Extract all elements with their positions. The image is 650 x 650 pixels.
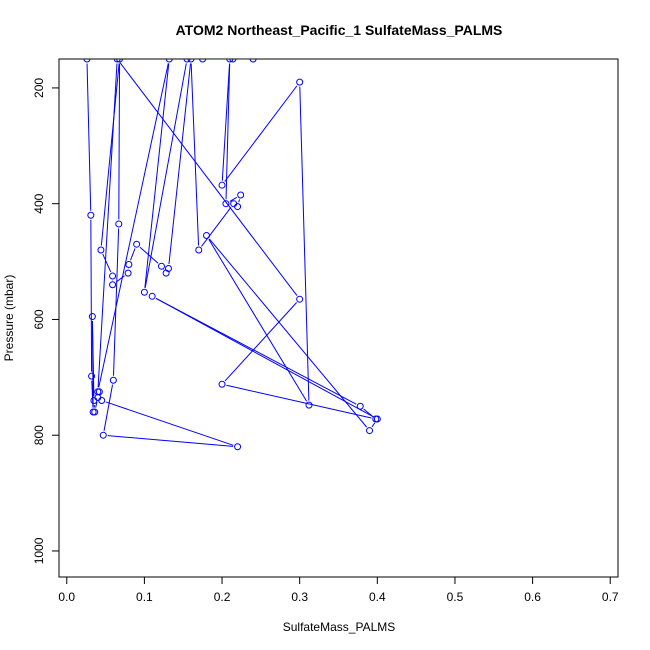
- y-tick-label: 1000: [32, 537, 46, 564]
- series-line-segment: [86, 63, 92, 211]
- data-point: [124, 269, 132, 277]
- plot-frame: [58, 58, 619, 578]
- series-line-segment: [168, 63, 192, 265]
- data-point: [109, 376, 117, 384]
- data-point: [249, 59, 257, 63]
- series-line-segment: [102, 253, 112, 273]
- data-point: [88, 372, 96, 380]
- series-line-segment: [95, 401, 98, 408]
- data-point: [91, 408, 99, 416]
- x-tick-label: 0.0: [58, 590, 75, 604]
- series-line-segment: [221, 63, 231, 181]
- series-line-segment: [224, 85, 298, 182]
- data-point: [157, 262, 165, 270]
- x-tick-label: 0.1: [136, 590, 153, 604]
- series-line-segment: [130, 248, 136, 261]
- series-line-segment: [90, 219, 93, 372]
- series-line-segment: [155, 297, 357, 405]
- data-point: [305, 401, 313, 409]
- data-point: [133, 240, 141, 248]
- data-point: [356, 402, 364, 410]
- series-line-segment: [98, 63, 169, 388]
- data-point: [234, 203, 242, 211]
- series-line-segment: [238, 199, 240, 203]
- series-line-segment: [208, 239, 308, 402]
- y-axis-label: Pressure (mbar): [2, 275, 16, 362]
- x-tick-label: 0.3: [291, 590, 308, 604]
- data-point: [83, 59, 91, 63]
- data-point: [222, 200, 230, 208]
- data-point: [195, 246, 203, 254]
- series-line-segment: [190, 63, 200, 246]
- series-line-segment: [115, 275, 125, 283]
- series-line-segment: [201, 206, 232, 247]
- data-point: [296, 78, 304, 86]
- x-tick-label: 0.7: [602, 590, 619, 604]
- series-line-segment: [371, 422, 376, 428]
- x-axis: 0.0 0.1 0.2 0.3 0.4 0.5 0.6 0.7: [58, 576, 619, 604]
- data-point: [113, 59, 121, 63]
- data-point: [88, 313, 96, 321]
- series-line-segment: [225, 63, 231, 200]
- y-tick-label: 600: [32, 309, 46, 329]
- data-point: [99, 431, 107, 439]
- data-point: [366, 427, 374, 435]
- data-point: [109, 281, 117, 289]
- x-axis-label: SulfateMass_PALMS: [283, 620, 396, 634]
- series-line-segment: [226, 384, 372, 419]
- data-point: [98, 396, 106, 404]
- series-line-segment: [107, 435, 234, 447]
- series-line-segment: [105, 401, 234, 446]
- data-point: [94, 388, 102, 396]
- data-point: [109, 272, 117, 280]
- data-point: [97, 246, 105, 254]
- series-line-segment: [97, 63, 118, 388]
- data-point: [226, 59, 234, 63]
- data-point: [203, 232, 211, 240]
- data-point: [229, 59, 237, 63]
- chart-title: ATOM2 Northeast_Pacific_1 SulfateMass_PA…: [176, 22, 503, 38]
- data-point: [183, 59, 191, 63]
- series-line-segment: [119, 62, 298, 296]
- y-tick-label: 400: [32, 193, 46, 213]
- series-line-segment: [113, 228, 120, 376]
- series-line-segment: [118, 63, 121, 220]
- data-point: [164, 265, 172, 273]
- data-point: [165, 59, 173, 63]
- x-tick-label: 0.4: [369, 590, 386, 604]
- series-line-segment: [100, 63, 120, 246]
- series-line-segment: [144, 63, 170, 288]
- data-point: [87, 211, 95, 219]
- series-line-segment: [363, 408, 373, 417]
- data-point: [234, 443, 242, 451]
- series-line-segment: [144, 63, 187, 288]
- x-tick-label: 0.6: [524, 590, 541, 604]
- x-tick-label: 0.5: [447, 590, 464, 604]
- series-line-segment: [155, 298, 374, 418]
- data-point: [372, 415, 380, 423]
- data-point: [199, 59, 207, 63]
- series-line-segment: [91, 321, 95, 396]
- y-axis: 200 400 600 800 1000: [32, 78, 60, 564]
- data-point: [296, 295, 304, 303]
- series-line-segment: [299, 86, 310, 401]
- data-point: [187, 59, 195, 63]
- data-point: [140, 288, 148, 296]
- data-point: [237, 191, 245, 199]
- data-point: [218, 181, 226, 189]
- series-line-segment: [103, 384, 114, 431]
- series-line-segment: [224, 302, 298, 382]
- data-point: [148, 292, 156, 300]
- series-line-segment: [229, 196, 238, 202]
- data-point: [125, 260, 133, 268]
- data-point: [218, 380, 226, 388]
- data-point: [115, 220, 123, 228]
- series-line-segment: [139, 246, 159, 264]
- data-point: [116, 59, 124, 63]
- y-tick-label: 800: [32, 425, 46, 445]
- x-tick-label: 0.2: [214, 590, 231, 604]
- y-tick-label: 200: [32, 78, 46, 98]
